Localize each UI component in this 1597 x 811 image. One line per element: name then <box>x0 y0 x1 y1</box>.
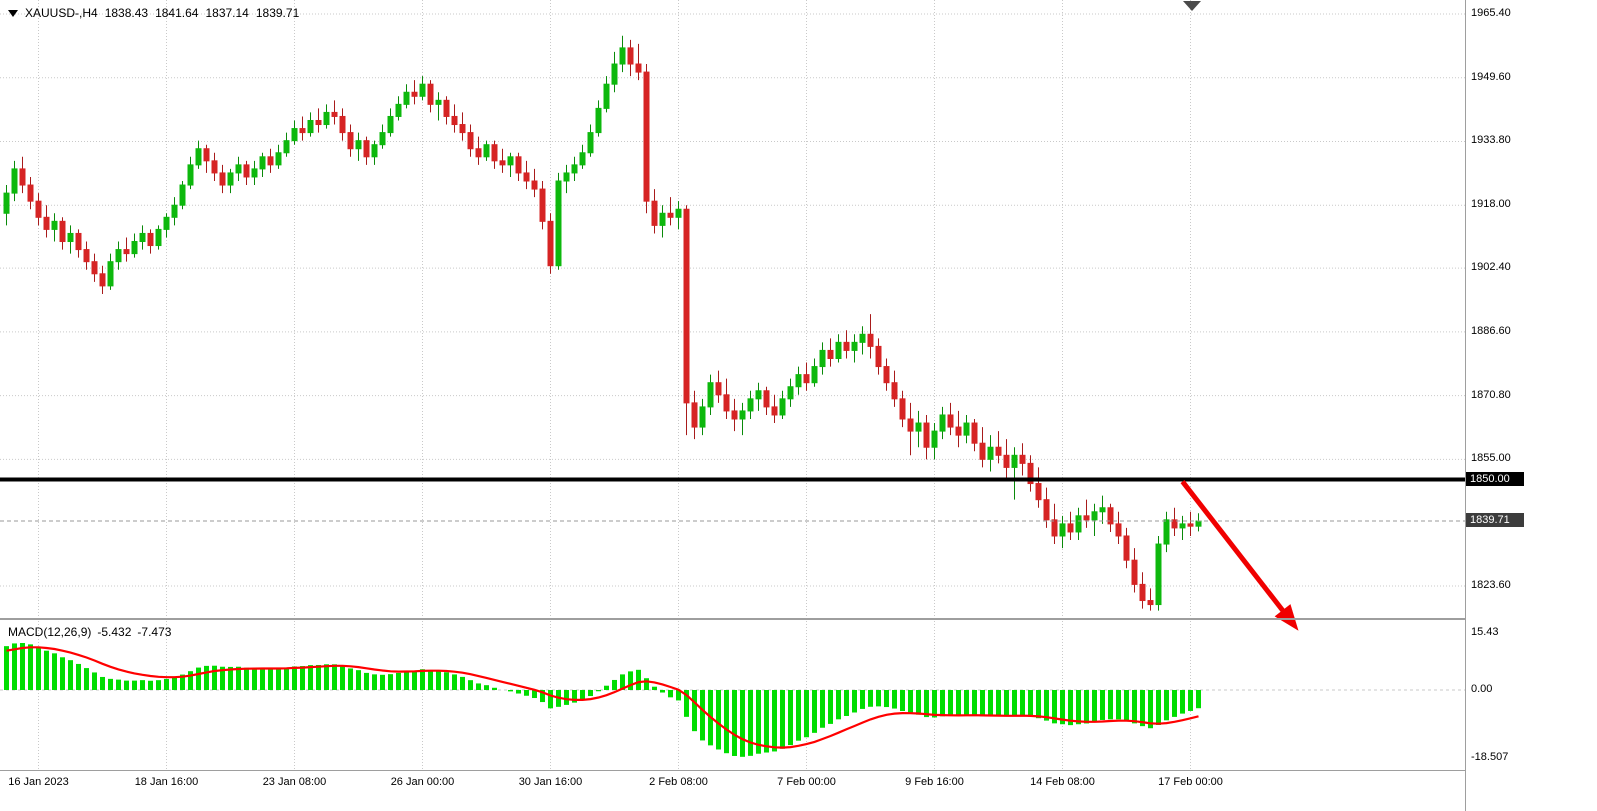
ohlc-low-value: 1837.14 <box>205 6 249 20</box>
candlesticks <box>3 35 1202 611</box>
price-axis[interactable]: 1850.00 1839.71 1965.40 1949.60 1933.80 191… <box>1465 0 1597 811</box>
price-axis-label: 1902.40 <box>1471 261 1511 274</box>
time-axis-label: 9 Feb 16:00 <box>905 776 964 788</box>
price-axis-label: 1823.60 <box>1471 579 1511 591</box>
price-axis-label: 1886.60 <box>1471 324 1511 337</box>
price-axis-label: 1949.60 <box>1471 70 1511 83</box>
macd-axis-label: 15.43 <box>1471 626 1499 639</box>
current-price-badge: 1839.71 <box>1466 513 1524 528</box>
ohlc-open-value: 1838.43 <box>104 6 149 20</box>
macd-axis-label: 0.00 <box>1471 683 1493 695</box>
price-axis-label: 1855.00 <box>1471 452 1511 465</box>
grid-lines <box>0 0 1465 770</box>
time-axis-label: 26 Jan 00:00 <box>390 776 455 788</box>
price-axis-label: 1870.80 <box>1471 388 1511 401</box>
price-axis-label: 1933.80 <box>1471 134 1511 147</box>
time-axis-label: 2 Feb 08:00 <box>649 776 708 788</box>
chart-shift-marker-icon[interactable] <box>1183 1 1201 11</box>
time-axis-label: 17 Feb 00:00 <box>1158 776 1223 788</box>
symbol-info-bar: XAUUSD-,H4 1838.43 1841.64 1837.14 1839.… <box>8 6 299 20</box>
macd-indicator-label: MACD(12,26,9) -5.432 -7.473 <box>8 625 171 639</box>
ohlc-close-value: 1839.71 <box>255 6 300 20</box>
panel-separator <box>0 770 1465 771</box>
symbol-timeframe-label: XAUUSD-,H4 <box>25 6 98 20</box>
macd-signal-value: -7.473 <box>137 625 172 639</box>
trend-arrow[interactable] <box>1180 479 1299 631</box>
hline-price-badge: 1850.00 <box>1466 471 1524 486</box>
macd-signal-line <box>6 646 1199 749</box>
price-axis-label: 1918.00 <box>1471 198 1511 211</box>
macd-histogram <box>4 643 1201 757</box>
time-axis-label: 23 Jan 08:00 <box>262 776 327 788</box>
time-axis-label: 18 Jan 16:00 <box>134 776 199 788</box>
panel-separator[interactable] <box>0 618 1465 620</box>
price-axis-label: 1965.40 <box>1471 7 1511 19</box>
macd-name: MACD(12,26,9) <box>8 625 92 639</box>
time-axis[interactable]: 16 Jan 2023 18 Jan 16:00 23 Jan 08:00 26 Ja… <box>0 771 1465 811</box>
time-axis-label: 16 Jan 2023 <box>8 776 69 788</box>
ohlc-high-value: 1841.64 <box>155 6 199 20</box>
time-axis-label: 7 Feb 00:00 <box>777 776 836 788</box>
chart-canvas[interactable] <box>0 0 1465 770</box>
symbol-dropdown-icon[interactable] <box>8 9 18 17</box>
macd-axis-label: -18.507 <box>1471 751 1509 764</box>
time-axis-label: 14 Feb 08:00 <box>1030 776 1095 788</box>
macd-main-value: -5.432 <box>97 625 132 639</box>
time-axis-label: 30 Jan 16:00 <box>518 776 583 788</box>
